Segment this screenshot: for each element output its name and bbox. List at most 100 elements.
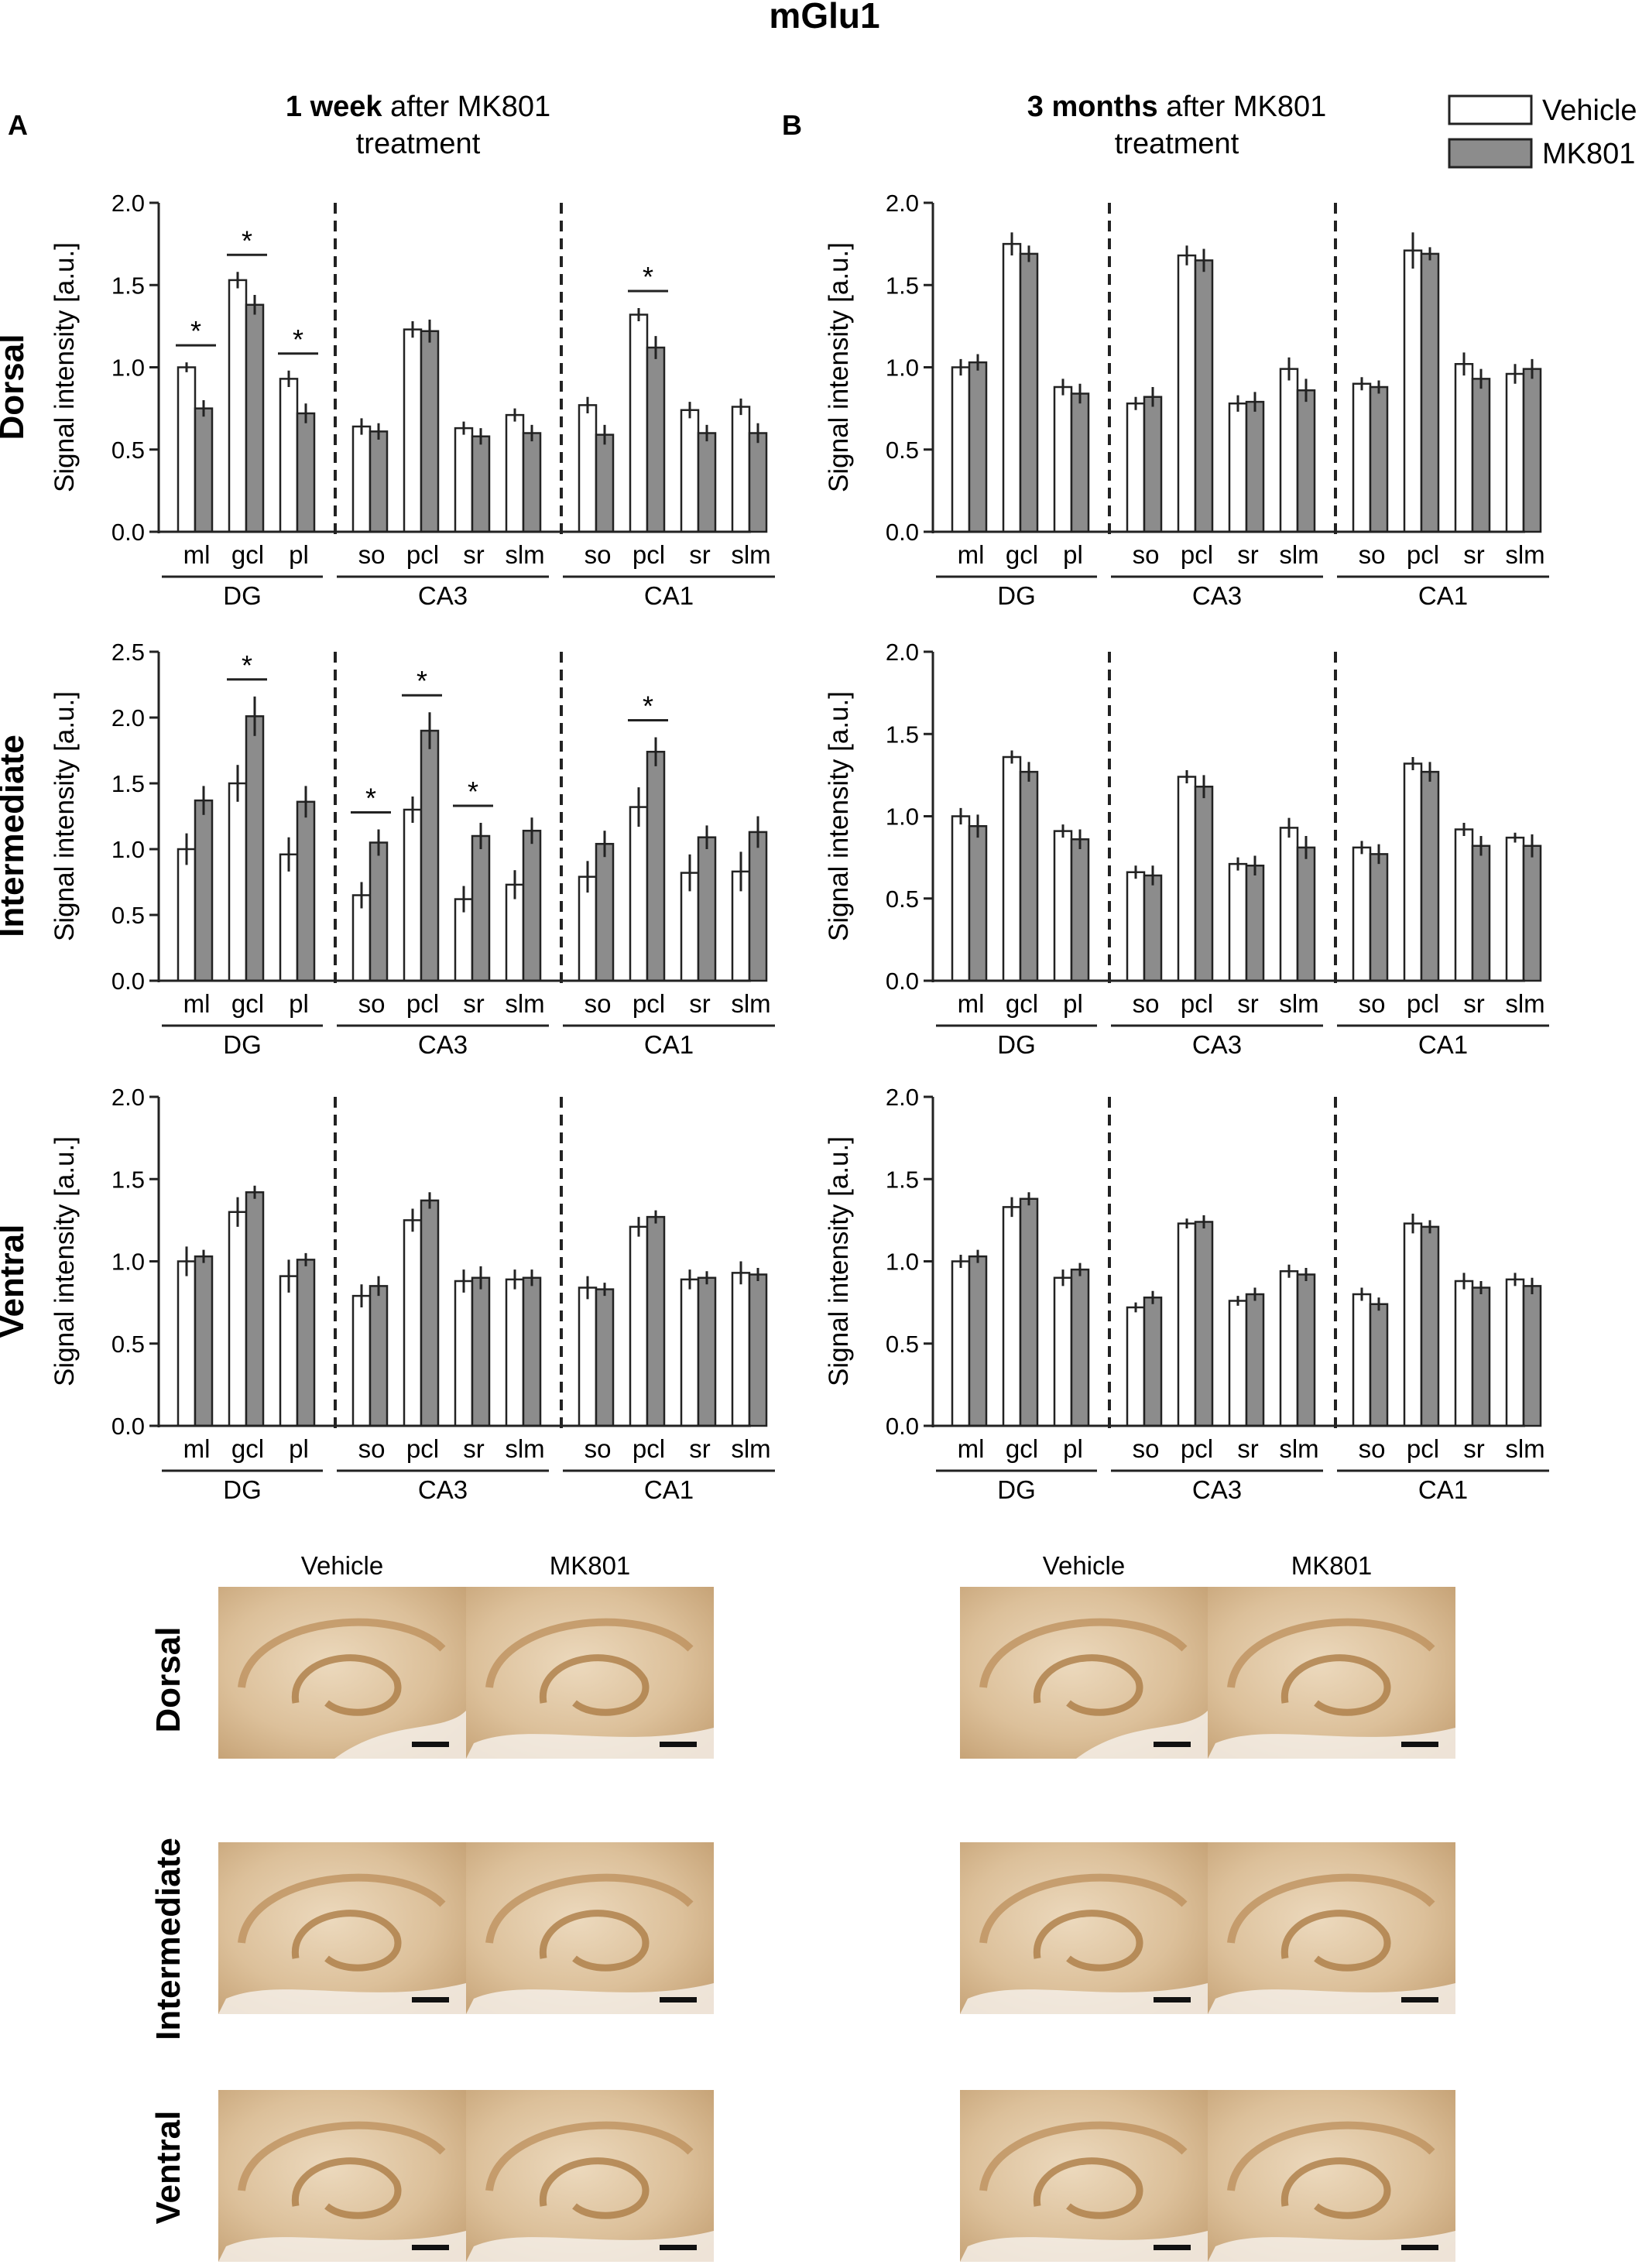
bar-mk801	[420, 330, 440, 533]
bar-vehicle	[680, 1278, 700, 1427]
y-tick-label: 1.5	[886, 1166, 919, 1193]
x-tick-label: pl	[289, 1434, 309, 1463]
dentate-gyrus-layer	[1033, 2157, 1143, 2219]
y-tick-label: 1.0	[886, 355, 919, 382]
bar-mk801	[296, 800, 316, 982]
bar-mk801	[1019, 1197, 1039, 1427]
white-matter-gap	[466, 2231, 714, 2262]
y-tick-label: 0.0	[111, 968, 145, 995]
figure-title: mGlu1	[769, 0, 879, 36]
significance-star: *	[293, 324, 303, 355]
bar-vehicle	[1126, 403, 1146, 533]
y-tick-label: 1.0	[111, 355, 145, 382]
x-tick-label: sr	[689, 540, 711, 569]
bar-mk801	[194, 799, 214, 982]
bar-vehicle	[1126, 871, 1146, 982]
panel-b-letter: B	[782, 109, 802, 141]
group-label: CA3	[418, 1475, 468, 1504]
y-tick-label: 2.5	[111, 639, 145, 666]
significance-star: *	[365, 783, 376, 814]
bar-vehicle	[629, 806, 649, 982]
y-tick-label: 1.5	[111, 272, 145, 299]
x-tick-label: pcl	[633, 1434, 665, 1463]
y-tick-label: 0.5	[111, 1331, 145, 1358]
dentate-gyrus-layer	[1280, 1910, 1391, 1972]
y-axis-label: Signal intensity [a.u.]	[824, 1136, 854, 1386]
bar-mk801	[1420, 770, 1440, 982]
y-tick-label: 0.5	[886, 1331, 919, 1358]
group-label: DG	[997, 1030, 1036, 1059]
scale-bar	[660, 1997, 697, 2002]
bar-vehicle	[351, 425, 372, 533]
panel-b-title-line2: treatment	[1115, 128, 1239, 160]
x-tick-label: sr	[1237, 1434, 1259, 1463]
bar-vehicle	[505, 413, 525, 533]
bar-vehicle	[1002, 755, 1022, 982]
bar-vehicle	[1403, 1222, 1423, 1427]
bar-mk801	[1522, 845, 1542, 982]
x-tick-label: so	[1359, 1434, 1386, 1463]
bar-mk801	[1369, 853, 1389, 982]
bar-mk801	[522, 432, 542, 533]
bar-vehicle	[1505, 1278, 1525, 1427]
y-tick-label: 2.0	[886, 1084, 919, 1111]
scale-bar	[412, 1742, 449, 1747]
x-tick-label: so	[358, 989, 386, 1018]
img-a-mk801-dorsal-section	[466, 1587, 714, 1759]
x-tick-label: ml	[183, 1434, 211, 1463]
x-tick-label: gcl	[1006, 989, 1038, 1018]
x-tick-label: sr	[1463, 540, 1485, 569]
bar-vehicle	[1053, 830, 1073, 982]
bar-mk801	[194, 1255, 214, 1427]
x-tick-label: sr	[689, 989, 711, 1018]
x-tick-label: pl	[1063, 540, 1083, 569]
y-tick-label: 0.5	[111, 437, 145, 464]
x-tick-label: so	[585, 989, 612, 1018]
row-label-intermediate: Intermediate	[0, 735, 31, 937]
panel-a-letter: A	[8, 109, 28, 141]
cell-layer	[979, 1873, 1188, 1944]
bar-vehicle	[1228, 862, 1248, 982]
x-tick-label: slm	[505, 989, 544, 1018]
dentate-gyrus-layer	[291, 2157, 402, 2219]
y-tick-label: 1.0	[886, 1249, 919, 1276]
cell-layer	[485, 2121, 694, 2191]
cell-layer	[238, 1873, 446, 1944]
scale-bar	[412, 2245, 449, 2250]
bar-mk801	[1296, 389, 1316, 533]
img-b-mk801-dorsal-section	[1208, 1587, 1455, 1759]
bar-mk801	[1369, 1303, 1389, 1427]
x-tick-label: pcl	[633, 989, 665, 1018]
bar-vehicle	[228, 782, 248, 982]
white-matter-gap	[466, 1728, 714, 1759]
bar-mk801	[1245, 400, 1265, 533]
bar-mk801	[968, 1255, 988, 1427]
x-tick-label: ml	[183, 989, 211, 1018]
x-tick-label: gcl	[231, 1434, 264, 1463]
bar-vehicle	[454, 1280, 474, 1427]
group-label: CA3	[1192, 581, 1242, 610]
scale-bar	[660, 2245, 697, 2250]
img-row-label-dorsal: Dorsal	[149, 1627, 187, 1733]
y-tick-label: 2.0	[886, 639, 919, 666]
x-tick-label: gcl	[1006, 1434, 1038, 1463]
x-tick-label: slm	[731, 540, 770, 569]
bar-mk801	[748, 831, 768, 982]
img-b-vehicle-label: Vehicle	[1043, 1551, 1125, 1580]
bar-vehicle	[629, 1225, 649, 1427]
bar-mk801	[646, 346, 666, 533]
bar-vehicle	[1053, 385, 1073, 533]
legend-vehicle-swatch	[1448, 94, 1533, 125]
bar-vehicle	[951, 1260, 971, 1427]
white-matter-gap	[1208, 1728, 1455, 1759]
bar-vehicle	[1352, 1293, 1372, 1427]
y-tick-label: 1.0	[111, 836, 145, 863]
x-tick-label: so	[1359, 540, 1386, 569]
bar-mk801	[296, 1259, 316, 1427]
bar-mk801	[697, 432, 717, 533]
bar-mk801	[646, 750, 666, 982]
x-tick-label: slm	[505, 540, 544, 569]
tissue-background	[218, 2090, 466, 2262]
group-label: DG	[223, 1475, 262, 1504]
bar-vehicle	[1053, 1276, 1073, 1427]
